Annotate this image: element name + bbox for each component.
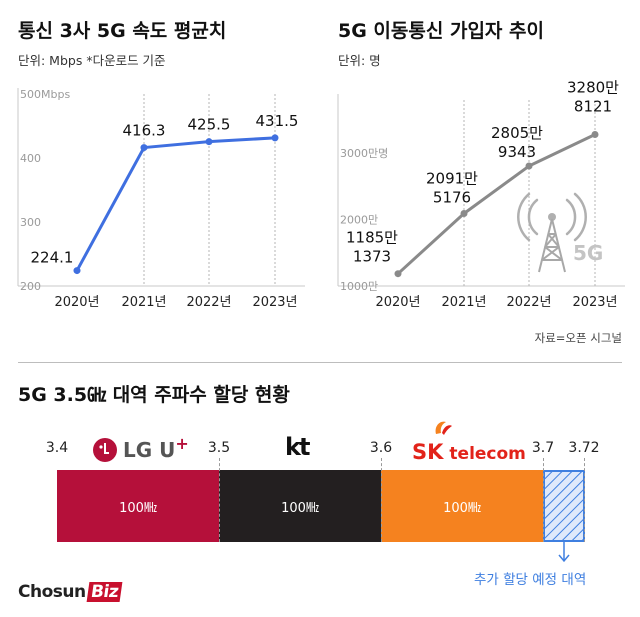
speed-line-chart: 200 300 400 500Mbps 2020년 2021년 2022년 2023년 224.…: [17, 88, 305, 310]
x-tick-label: 2023년: [252, 295, 297, 310]
freq-label: 3.6: [369, 440, 393, 456]
data-label: 2805만: [491, 124, 543, 142]
cell-tower-icon: 5G: [517, 192, 603, 273]
x-tick-label: 2022년: [506, 295, 551, 310]
y-tick-label: 3000만명: [340, 147, 388, 160]
x-tick-label: 2023년: [572, 295, 617, 310]
data-label: 224.1: [31, 249, 74, 267]
skt-band-label: 100㎒: [443, 500, 481, 516]
subs-chart-subtitle: 단위: 명: [338, 53, 381, 68]
freq-tick: [584, 458, 585, 542]
x-tick-label: 2022년: [186, 295, 231, 310]
kt-logo-text: kt: [285, 433, 310, 461]
x-tick-label: 2021년: [121, 295, 166, 310]
x-tick-label: 2020년: [54, 295, 99, 310]
subs-chart-title: 5G 이동통신 가입자 추이: [338, 20, 544, 42]
lgu-face-icon: [93, 438, 117, 462]
data-label: 9343: [498, 143, 536, 161]
freq-tick: [381, 458, 382, 542]
data-label: 2091만: [426, 169, 478, 187]
data-label: 425.5: [188, 116, 231, 134]
sk-telecom-logo: SK telecom: [412, 420, 526, 464]
freq-label: 3.7: [531, 440, 555, 456]
y-tick-label: 500Mbps: [20, 88, 70, 101]
x-tick-label: 2021년: [441, 295, 486, 310]
data-label: 431.5: [256, 112, 299, 130]
chosun-logo-text: Chosun: [18, 582, 86, 602]
series-line: [75, 136, 276, 272]
y-tick-label: 2000만: [340, 214, 378, 227]
sk-butterfly-icon: [435, 421, 452, 435]
sk-logo-text: SK: [412, 440, 444, 464]
data-label: 1185만: [346, 229, 398, 247]
data-point: [394, 270, 402, 278]
tower-badge-text: 5G: [573, 241, 603, 265]
data-point: [205, 138, 213, 146]
subscribers-line-chart: 1000만 2000만 3000만명 2020년 2021년 2022년 2023년 1185…: [337, 78, 625, 310]
data-label: 1373: [353, 248, 391, 266]
freq-tick: [543, 458, 544, 542]
freq-label: 3.72: [568, 440, 600, 456]
data-label: 8121: [574, 97, 612, 115]
speed-chart-subtitle: 단위: Mbps *다운로드 기준: [18, 53, 166, 68]
lgu-band-bar: 100㎒: [57, 470, 219, 542]
biz-logo-text: Biz: [86, 582, 123, 602]
kt-band-label: 100㎒: [281, 500, 319, 516]
section-divider: [18, 362, 622, 363]
series-line: [396, 133, 596, 275]
data-label: 5176: [433, 188, 471, 206]
freq-label: 3.4: [45, 440, 69, 456]
chosunbiz-logo: Chosun Biz: [18, 582, 123, 602]
data-label: 3280만: [567, 78, 619, 96]
data-point: [591, 130, 599, 138]
y-tick-label: 300: [20, 216, 41, 229]
data-point: [525, 162, 533, 170]
pending-band-bar: [543, 470, 585, 542]
freq-label: 3.5: [207, 440, 231, 456]
lgu-logo-text: LG U: [123, 438, 176, 462]
data-point: [140, 144, 148, 152]
data-point: [73, 267, 81, 275]
spectrum-title: 5G 3.5㎓ 대역 주파수 할당 현황: [18, 384, 290, 406]
lgu-logo-plus: +: [175, 433, 189, 453]
speed-chart-title: 통신 3사 5G 속도 평균치: [18, 20, 227, 42]
freq-tick: [219, 458, 220, 542]
y-tick-label: 200: [20, 280, 41, 293]
lgu-band-label: 100㎒: [119, 500, 157, 516]
kt-band-bar: 100㎒: [219, 470, 381, 542]
x-tick-label: 2020년: [375, 295, 420, 310]
y-tick-label: 400: [20, 152, 41, 165]
lgu-logo: LG U +: [92, 433, 189, 464]
skt-band-bar: 100㎒: [381, 470, 543, 542]
pending-band-label: 추가 할당 예정 대역: [474, 572, 587, 588]
data-point: [460, 209, 468, 217]
y-tick-label: 1000만: [340, 280, 378, 293]
kt-logo: kt: [285, 433, 310, 461]
telecom-logo-text: telecom: [449, 444, 526, 464]
down-arrow-icon: [558, 542, 570, 563]
subs-source: 자료=오픈 시그널: [534, 331, 622, 345]
data-point: [271, 134, 279, 142]
data-label: 416.3: [123, 122, 166, 140]
